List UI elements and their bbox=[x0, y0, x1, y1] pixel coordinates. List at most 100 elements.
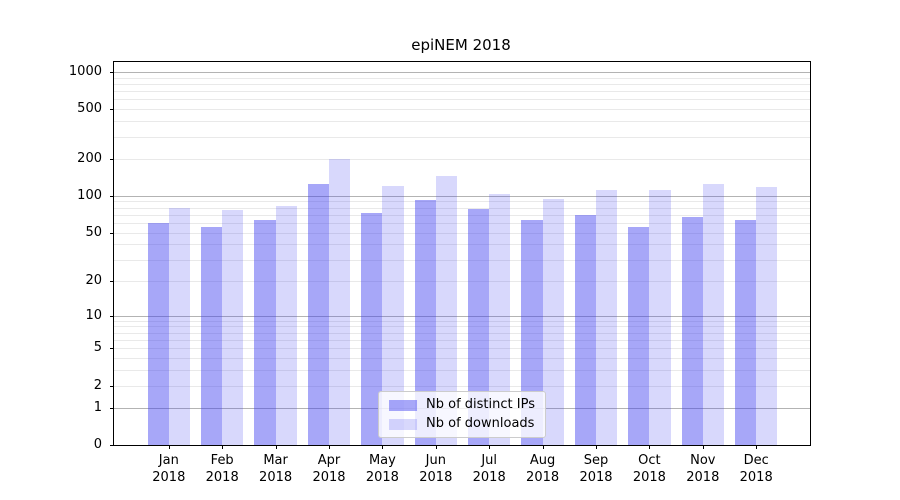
x-tick-label: Feb 2018 bbox=[205, 453, 239, 485]
gridline-minor bbox=[114, 244, 810, 246]
bar-distinct-ips-oct bbox=[628, 226, 650, 445]
y-tick-label: 20 bbox=[85, 272, 102, 288]
gridline-minor bbox=[114, 259, 810, 261]
bar-downloads-aug bbox=[542, 198, 564, 445]
y-tick-label: 2 bbox=[93, 377, 102, 393]
bar-downloads-oct bbox=[649, 190, 671, 445]
gridline-minor bbox=[114, 136, 810, 138]
gridline-major bbox=[114, 71, 810, 73]
legend-label-downloads: Nb of downloads bbox=[426, 416, 535, 431]
y-tick-label: 1000 bbox=[68, 63, 102, 79]
y-tick-label: 0 bbox=[93, 437, 102, 452]
bar-distinct-ips-nov bbox=[681, 217, 703, 445]
x-tick-mark bbox=[756, 445, 758, 449]
gridline-major bbox=[114, 195, 810, 197]
y-tick-mark bbox=[110, 315, 114, 317]
x-tick-label: Oct 2018 bbox=[632, 453, 666, 485]
bar-distinct-ips-mar bbox=[254, 219, 276, 445]
gridline-minor bbox=[114, 232, 810, 234]
x-tick-label: Aug 2018 bbox=[526, 453, 560, 485]
gridline-minor bbox=[114, 348, 810, 350]
y-tick-label: 100 bbox=[77, 187, 102, 203]
gridline-minor bbox=[114, 83, 810, 85]
x-tick-label: Jul 2018 bbox=[472, 453, 506, 485]
gridline-minor bbox=[114, 91, 810, 93]
bar-downloads-apr bbox=[329, 158, 351, 445]
gridline-minor bbox=[114, 121, 810, 123]
bar-downloads-may bbox=[382, 186, 404, 445]
y-tick-label: 5 bbox=[93, 340, 102, 356]
x-tick-mark bbox=[329, 445, 330, 449]
x-tick-mark bbox=[222, 445, 224, 449]
y-tick-mark bbox=[110, 445, 114, 446]
gridline-major bbox=[114, 315, 810, 317]
x-tick-mark bbox=[435, 445, 437, 449]
x-tick-mark bbox=[168, 445, 170, 449]
bar-downloads-sep bbox=[596, 190, 618, 445]
bar-downloads-feb bbox=[222, 209, 244, 445]
gridline-minor bbox=[114, 280, 810, 282]
x-tick-label: Nov 2018 bbox=[686, 453, 720, 485]
bar-downloads-nov bbox=[702, 183, 725, 445]
legend: Nb of distinct IPs Nb of downloads bbox=[378, 391, 546, 438]
y-tick-label: 1 bbox=[93, 399, 102, 415]
y-tick-mark bbox=[110, 109, 114, 111]
y-tick-mark bbox=[110, 385, 114, 387]
x-tick-mark bbox=[275, 445, 277, 449]
gridline-minor bbox=[114, 370, 810, 372]
plot-area: 0 1 2 5 10 20 50 100 200 500 1000 Jan 2018 Feb 2018 M… bbox=[69, 61, 811, 485]
bar-downloads-jul bbox=[489, 193, 511, 445]
bar-distinct-ips-jun bbox=[414, 200, 436, 445]
gridline-minor bbox=[114, 77, 810, 79]
x-tick-mark bbox=[489, 445, 491, 449]
y-tick-mark bbox=[110, 280, 114, 282]
legend-swatch-downloads bbox=[389, 418, 418, 430]
y-tick-mark bbox=[110, 232, 114, 234]
x-tick-mark bbox=[596, 445, 597, 449]
bar-distinct-ips-sep bbox=[574, 214, 596, 445]
gridline-minor bbox=[114, 339, 810, 341]
gridline-minor bbox=[114, 99, 810, 101]
y-tick-label: 200 bbox=[77, 150, 102, 166]
x-tick-label: Apr 2018 bbox=[312, 453, 346, 485]
x-tick-label: Mar 2018 bbox=[259, 453, 293, 485]
y-tick-mark bbox=[110, 71, 114, 73]
x-tick-label: May 2018 bbox=[365, 453, 399, 485]
gridline-minor bbox=[114, 207, 810, 209]
x-tick-label: Dec 2018 bbox=[739, 453, 773, 485]
x-tick-mark bbox=[382, 445, 384, 449]
x-tick-label: Jun 2018 bbox=[419, 453, 453, 485]
gridline-minor bbox=[114, 326, 810, 328]
bar-downloads-mar bbox=[275, 206, 297, 445]
gridline-minor bbox=[114, 201, 810, 203]
x-tick-label: Jan 2018 bbox=[152, 453, 186, 485]
y-tick-mark bbox=[110, 407, 114, 409]
legend-swatch-distinct-ips bbox=[389, 399, 418, 411]
chart-title: epiNEM 2018 bbox=[411, 36, 511, 54]
legend-entry-downloads: Nb of downloads bbox=[389, 416, 535, 432]
bar-distinct-ips-may bbox=[361, 212, 383, 445]
y-tick-label: 10 bbox=[85, 307, 102, 323]
gridline-minor bbox=[114, 320, 810, 322]
gridline-minor bbox=[114, 158, 810, 160]
x-tick-label: Sep 2018 bbox=[579, 453, 613, 485]
y-tick-mark bbox=[110, 158, 114, 160]
bar-distinct-ips-apr bbox=[307, 184, 329, 445]
y-tick-label: 500 bbox=[77, 101, 102, 117]
gridline-minor bbox=[114, 109, 810, 111]
bar-downloads-jan bbox=[168, 207, 191, 445]
gridline-minor bbox=[114, 385, 810, 387]
bar-distinct-ips-jan bbox=[147, 223, 169, 445]
gridline-minor bbox=[114, 358, 810, 360]
y-tick-mark bbox=[110, 348, 114, 350]
gridline-minor bbox=[114, 332, 810, 334]
x-tick-mark bbox=[542, 445, 544, 449]
legend-entry-distinct-ips: Nb of distinct IPs bbox=[389, 397, 535, 413]
bar-distinct-ips-jul bbox=[467, 209, 490, 445]
bar-downloads-dec bbox=[756, 186, 778, 445]
bar-distinct-ips-feb bbox=[200, 226, 223, 445]
x-tick-mark bbox=[702, 445, 704, 449]
bar-distinct-ips-aug bbox=[521, 220, 543, 445]
bar-distinct-ips-dec bbox=[734, 219, 757, 445]
